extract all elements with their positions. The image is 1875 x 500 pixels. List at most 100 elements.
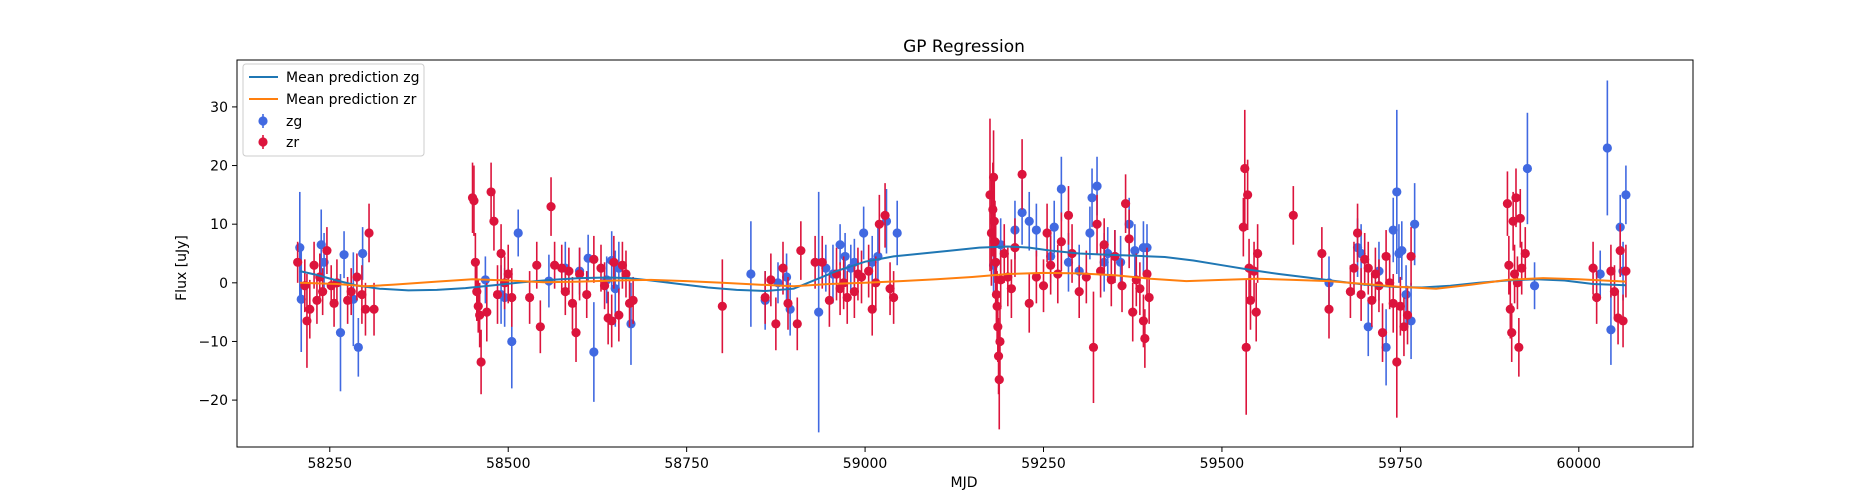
data-point-zg (1017, 207, 1027, 218)
x-tick-label: 59500 (1200, 456, 1245, 472)
data-point-zr (1363, 263, 1373, 273)
data-point-zg (1381, 342, 1391, 352)
data-point-zr (885, 284, 895, 294)
data-point-zr (985, 190, 995, 200)
data-point-zr (1618, 316, 1628, 326)
data-point-zg (589, 347, 599, 357)
x-tick-label: 59250 (1021, 456, 1066, 472)
data-point-zr (856, 272, 867, 282)
data-point-zr (1406, 251, 1416, 262)
x-tick-label: 59750 (1378, 456, 1423, 472)
data-point-zr (1324, 304, 1334, 314)
data-point-zr (1504, 260, 1514, 270)
legend-label-zg-mean: Mean prediction zg (286, 70, 420, 86)
data-point-zg (892, 228, 902, 238)
data-point-zr (994, 374, 1004, 385)
data-point-zg (835, 240, 845, 250)
data-point-zg (1063, 257, 1074, 267)
data-point-zr (599, 281, 610, 291)
data-point-zr (1592, 292, 1602, 303)
data-point-zg (1103, 248, 1113, 259)
data-point-zg (1410, 219, 1420, 229)
data-point-zg (295, 243, 305, 253)
data-point-zg (1087, 193, 1097, 203)
data-point-zr (991, 257, 1001, 267)
data-point-zr (1042, 228, 1052, 238)
data-point-zr (571, 328, 581, 338)
legend-swatch-zg (258, 114, 268, 128)
data-point-zr (532, 260, 542, 270)
data-point-zg (1024, 216, 1034, 226)
chart-title: GP Regression (903, 37, 1025, 57)
plot-area (293, 80, 1631, 433)
data-point-zr (293, 257, 303, 267)
data-point-zg (781, 272, 792, 282)
data-point-zg (746, 269, 756, 279)
data-point-zg (1049, 222, 1059, 232)
data-point-zr (309, 260, 319, 270)
data-point-zr (999, 248, 1009, 259)
data-point-zr (988, 204, 998, 215)
data-point-zr (717, 301, 727, 311)
data-point-zr (1508, 216, 1518, 226)
data-point-zr (329, 298, 339, 308)
data-point-zr (1514, 342, 1524, 352)
data-point-zr (1502, 199, 1513, 209)
data-point-zg (1595, 269, 1605, 279)
data-point-zr (1615, 245, 1625, 256)
axes: 58250 58500 58750 59000 59250 59500 59750 60000… (198, 59, 1694, 472)
data-point-zr (1288, 210, 1298, 220)
data-point-zr (357, 289, 367, 300)
data-point-zr (1352, 228, 1363, 238)
data-point-zr (369, 304, 379, 314)
y-tick-label: 0 (219, 276, 228, 292)
data-point-zr (796, 245, 806, 256)
data-point-zr (824, 295, 834, 306)
data-point-zr (1356, 289, 1366, 300)
data-point-zr (486, 187, 496, 197)
x-tick-label: 59000 (843, 456, 888, 472)
data-point-zr (1120, 199, 1131, 209)
data-point-zr (889, 292, 899, 303)
data-point-zr (993, 351, 1004, 361)
legend-frame (242, 63, 425, 157)
data-point-zg (358, 248, 368, 259)
y-tick-label: −10 (198, 334, 228, 350)
data-point-zr (993, 322, 1003, 332)
data-point-zr (867, 304, 877, 314)
data-point-zr (1088, 342, 1099, 352)
data-point-zr (343, 295, 353, 306)
legend-label-zg: zg (286, 114, 302, 130)
data-point-zr (1099, 240, 1109, 250)
data-point-zg (626, 319, 636, 329)
data-point-zr (990, 237, 1000, 247)
data-point-zg (296, 294, 306, 304)
data-point-zr (1509, 269, 1520, 279)
data-point-zr (482, 307, 492, 317)
data-point-zr (766, 275, 776, 285)
data-point-zr (507, 292, 517, 303)
data-point-zr (564, 266, 574, 276)
data-point-zg (1606, 325, 1616, 335)
data-point-zr (302, 316, 312, 326)
data-point-zr (1038, 281, 1049, 291)
data-point-zr (1110, 251, 1120, 262)
data-point-zr (864, 266, 874, 276)
data-point-zr (1621, 266, 1631, 276)
data-point-zr (1505, 304, 1515, 314)
y-tick-label: −20 (198, 393, 228, 409)
data-point-zr (771, 319, 781, 329)
data-point-zg (353, 342, 363, 352)
legend-swatch-zr (258, 135, 268, 149)
data-point-zg (814, 307, 824, 317)
data-point-zr (1381, 251, 1391, 262)
data-point-zr (996, 275, 1006, 285)
data-point-zr (1074, 287, 1084, 297)
data-point-zr (817, 257, 827, 267)
data-point-zg (1522, 163, 1533, 174)
legend-marker-zg (258, 116, 268, 126)
data-point-zr (472, 287, 482, 297)
y-tick-label: 30 (210, 100, 228, 116)
data-point-zr (322, 245, 332, 256)
data-point-zr (475, 310, 485, 320)
